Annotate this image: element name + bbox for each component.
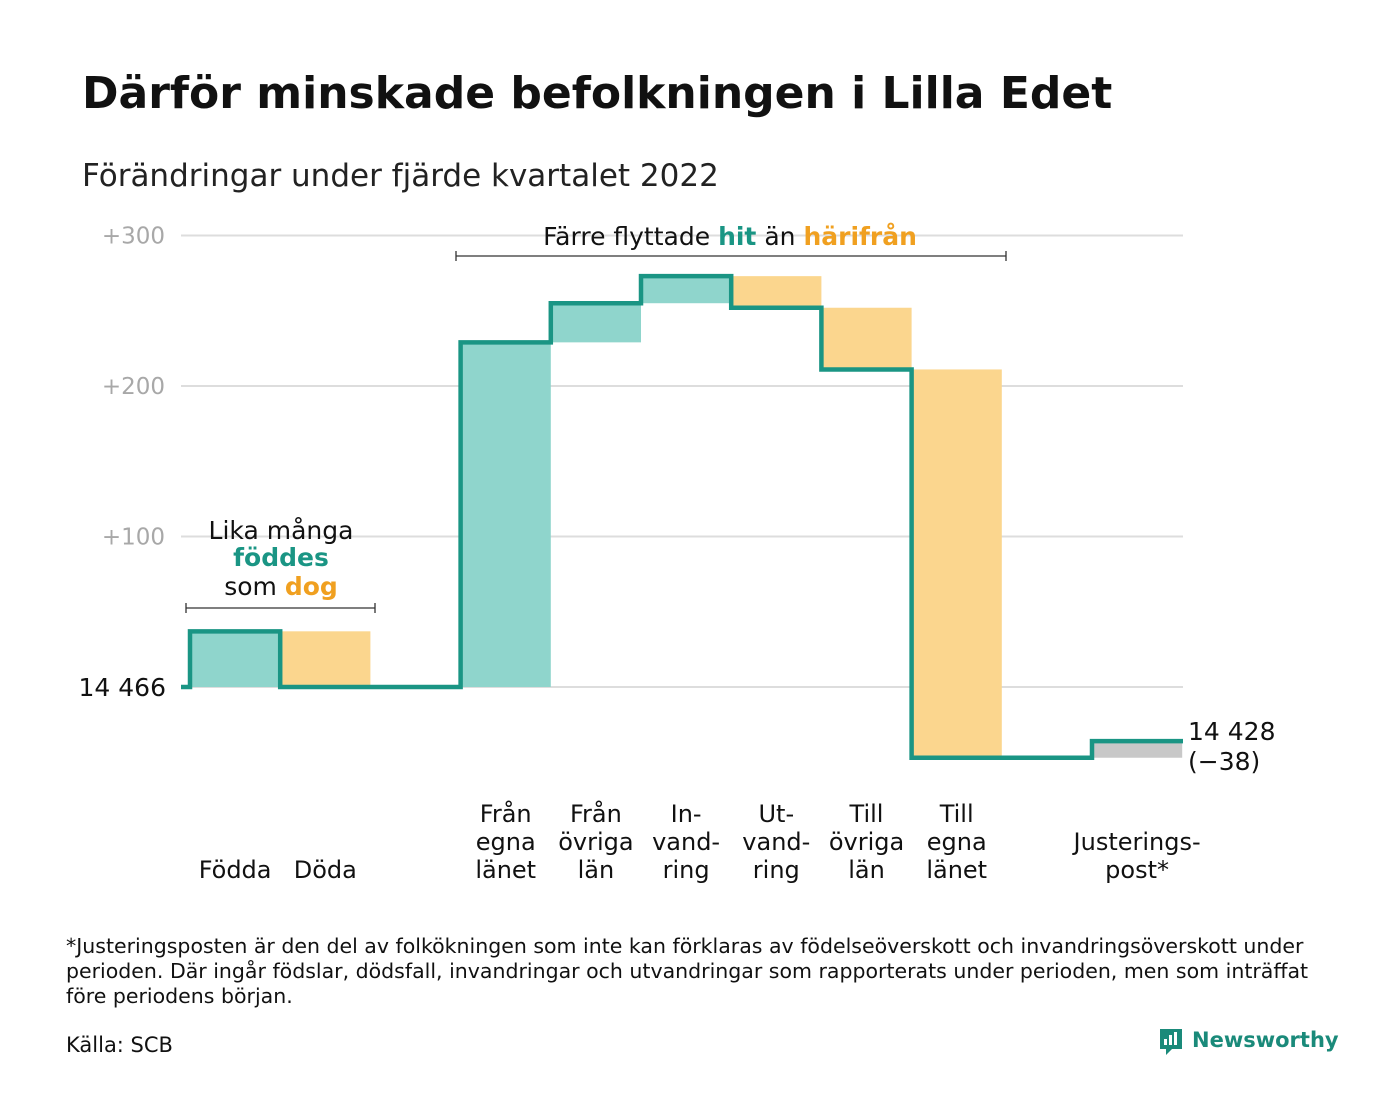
annotation-births-line3: som dog xyxy=(224,572,338,601)
start-value-label: 14 466 xyxy=(79,673,166,702)
bar-step-5 xyxy=(641,276,732,304)
y-tick-label-1: +200 xyxy=(102,374,165,400)
category-label-6-1: vand- xyxy=(742,828,810,856)
end-change-label: (−38) xyxy=(1188,747,1260,776)
page-title: Därför minskade befolkningen i Lilla Ede… xyxy=(82,68,1113,119)
y-tick-label-0: +100 xyxy=(102,525,165,551)
category-label-7-1: övriga xyxy=(829,828,904,856)
bar-step-7 xyxy=(821,307,912,370)
category-label-4-1: övriga xyxy=(558,828,633,856)
category-label-6-0: Ut- xyxy=(758,800,794,828)
bars-layer xyxy=(190,276,1183,758)
category-label-5-0: In- xyxy=(671,800,702,828)
bar-step-8 xyxy=(911,369,1002,758)
category-label-0-0: Födda xyxy=(199,856,272,884)
category-label-1-0: Döda xyxy=(294,856,357,884)
newsworthy-logo-icon xyxy=(1158,1027,1184,1055)
category-label-8-0: Till xyxy=(939,800,974,828)
annotation-births-dog: dog xyxy=(285,572,338,601)
annotation-births-line1: Lika många xyxy=(209,516,354,545)
end-value-label: 14 428 xyxy=(1188,717,1275,746)
brand-name: Newsworthy xyxy=(1192,1028,1339,1052)
category-label-8-1: egna xyxy=(927,828,987,856)
annotation-migration-a: Färre flyttade xyxy=(543,222,718,251)
category-label-7-2: län xyxy=(848,856,885,884)
bar-step-1 xyxy=(280,631,371,687)
annotation-migration-hit: hit xyxy=(718,222,756,251)
category-label-7-0: Till xyxy=(849,800,884,828)
category-label-3-0: Från xyxy=(480,799,532,828)
category-label-6-2: ring xyxy=(753,856,800,884)
category-label-8-2: länet xyxy=(926,856,987,884)
category-label-10-1: post* xyxy=(1105,856,1169,884)
source-label: Källa: SCB xyxy=(66,1033,173,1057)
cumulative-step-line xyxy=(181,273,1183,760)
annotations-layer: Lika många föddes som dog Färre flyttade… xyxy=(185,222,1007,613)
annotation-births-som: som xyxy=(224,572,285,601)
annotation-migration-harifran: härifrån xyxy=(803,222,916,251)
annotation-migration-an: än xyxy=(756,222,803,251)
category-label-5-2: ring xyxy=(663,856,710,884)
annotation-migration: Färre flyttade hit än härifrån xyxy=(543,222,917,251)
category-label-3-2: länet xyxy=(475,856,536,884)
annotation-births-bracket xyxy=(185,603,376,613)
category-label-4-0: Från xyxy=(570,799,622,828)
footnote: *Justeringsposten är den del av folkökni… xyxy=(66,934,1309,1008)
annotation-births-line2: föddes xyxy=(233,543,329,572)
line-layer xyxy=(181,273,1183,760)
bar-step-3 xyxy=(460,342,551,687)
category-label-10-0: Justerings- xyxy=(1072,828,1201,856)
bar-step-10 xyxy=(1092,741,1183,758)
category-label-4-2: län xyxy=(578,856,615,884)
annotation-migration-bracket xyxy=(455,251,1007,261)
page-subtitle: Förändringar under fjärde kvartalet 2022 xyxy=(82,158,719,194)
bar-step-6 xyxy=(731,276,822,308)
bar-step-0 xyxy=(190,631,281,687)
brand-logo: Newsworthy xyxy=(1158,1027,1339,1055)
y-tick-label-2: +300 xyxy=(102,224,165,250)
category-label-5-1: vand- xyxy=(652,828,720,856)
category-label-3-1: egna xyxy=(476,828,536,856)
bar-step-4 xyxy=(550,303,641,343)
